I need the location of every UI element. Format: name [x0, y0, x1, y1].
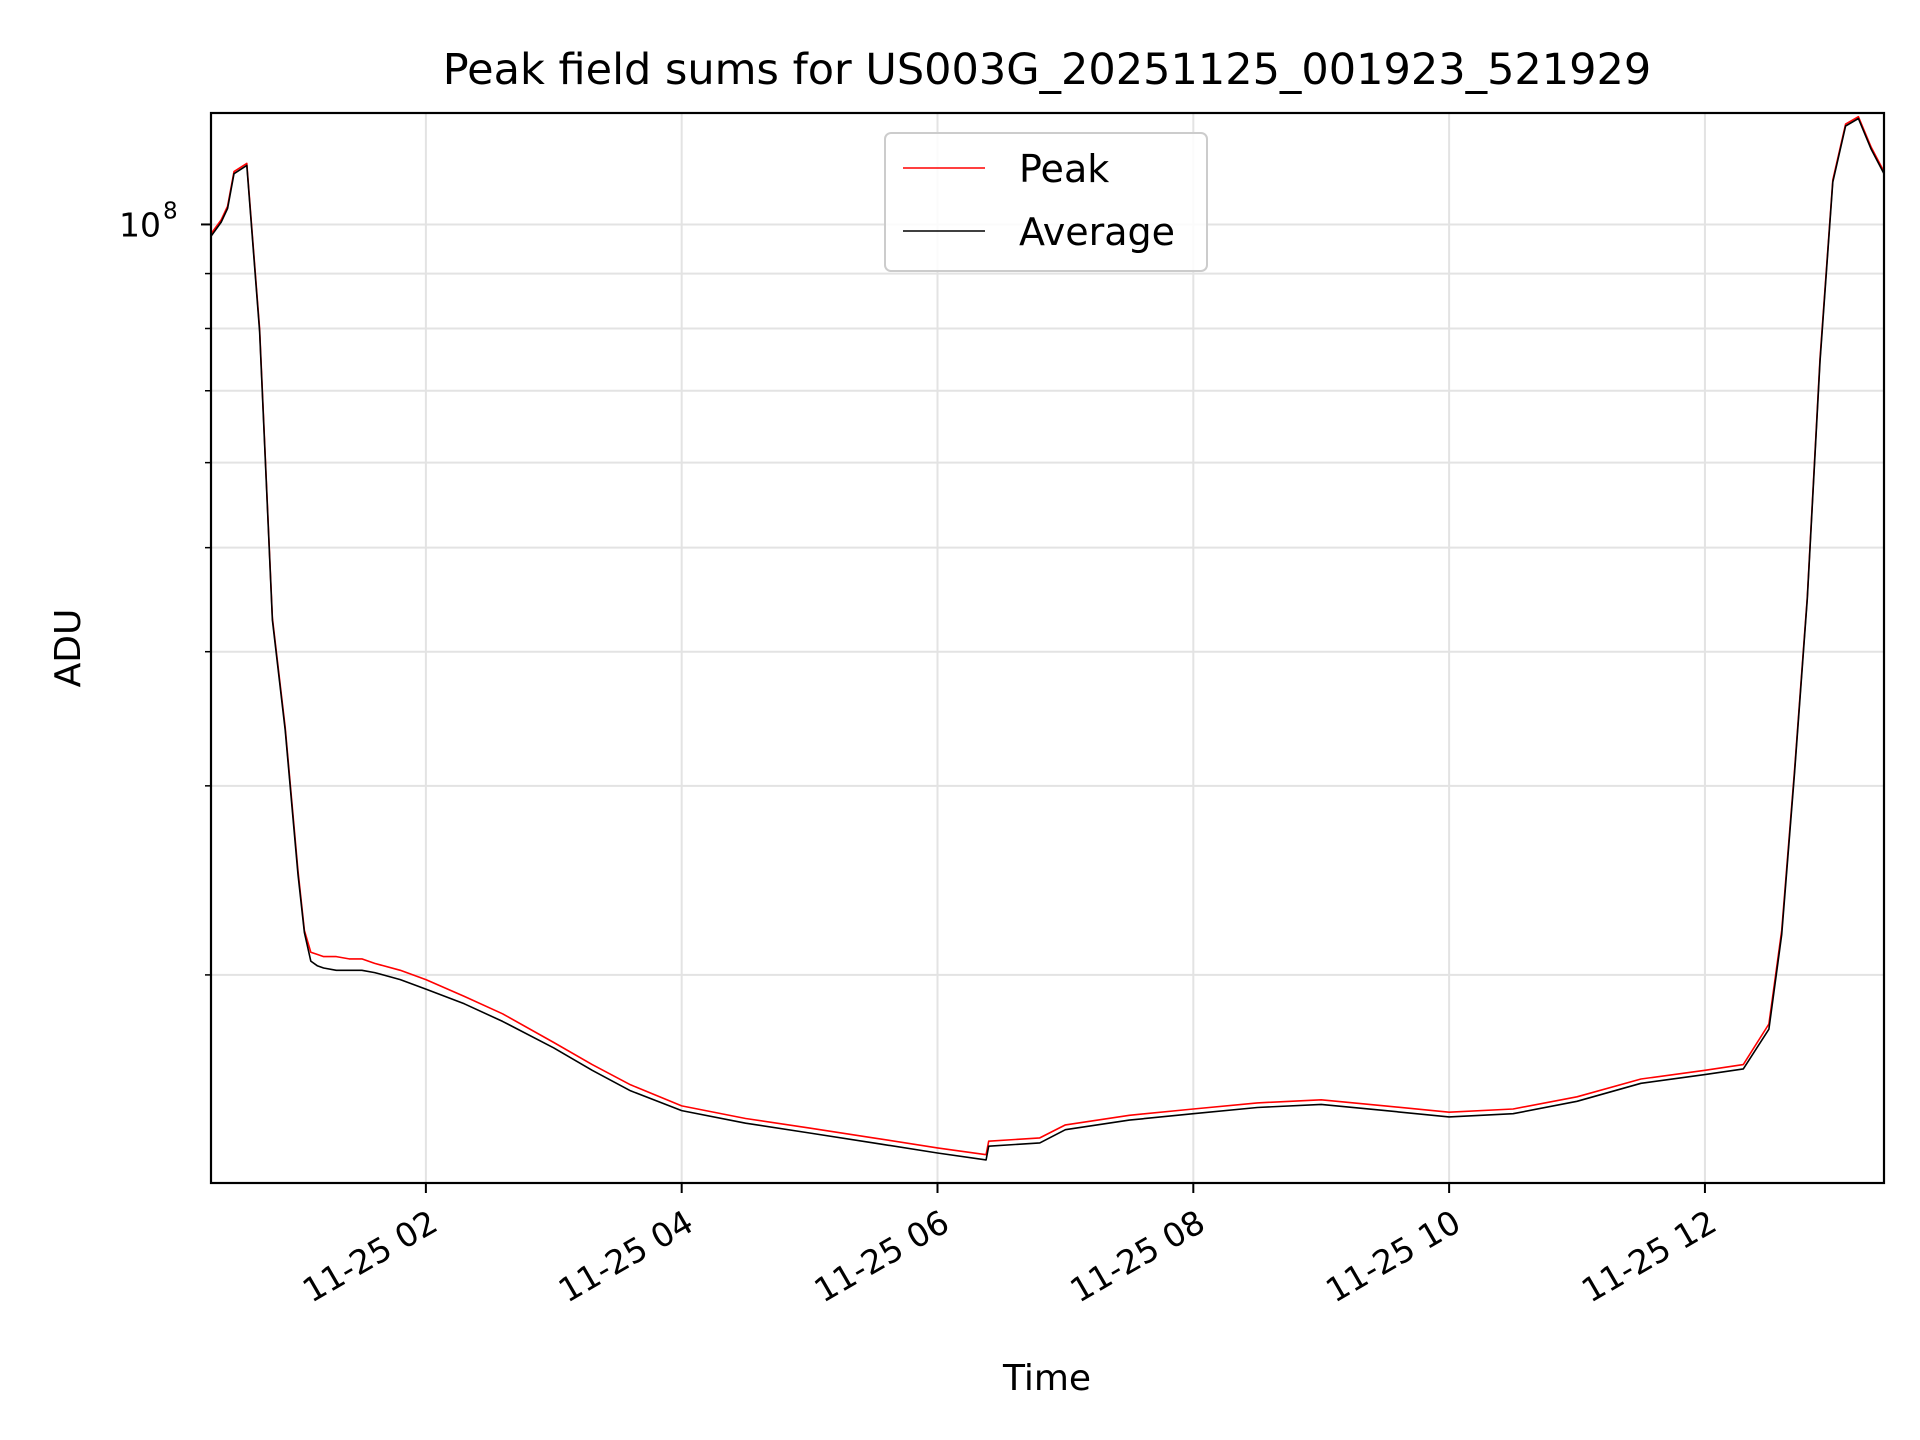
average-series-line	[210, 117, 1885, 1161]
legend-peak-label: Peak	[1019, 147, 1109, 191]
x-axis-label: Time	[1002, 1358, 1091, 1399]
series-layer	[210, 115, 1885, 1161]
y-tick-label-exponent: 8	[163, 198, 178, 224]
chart-title: Peak field sums for US003G_20251125_0019…	[443, 45, 1651, 95]
legend-average-label: Average	[1019, 210, 1175, 254]
y-axis-label: ADU	[48, 609, 89, 688]
plot-frame	[209, 111, 1886, 1185]
y-tick-label-base: 10	[119, 205, 161, 244]
y-tick-label: 10	[119, 205, 161, 244]
legend: Peak Average	[884, 132, 1208, 272]
